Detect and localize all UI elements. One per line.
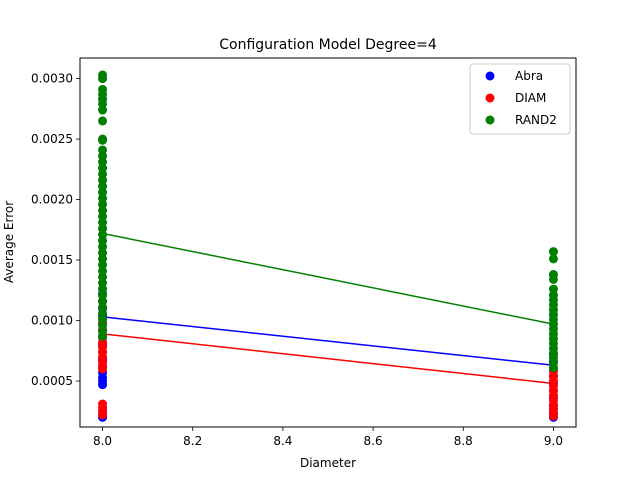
data-point-rand2-58 xyxy=(548,284,558,294)
x-tick-label: 8.8 xyxy=(454,434,473,448)
data-point-rand2-39 xyxy=(98,84,108,94)
data-point-rand2-62 xyxy=(548,247,558,257)
fit-line-diam xyxy=(102,333,554,385)
x-tick-label: 9.0 xyxy=(544,434,563,448)
legend-label-abra: Abra xyxy=(515,69,543,83)
legend-marker-rand2 xyxy=(485,115,495,125)
x-tick-label: 8.0 xyxy=(93,434,112,448)
x-tick-label: 8.6 xyxy=(364,434,383,448)
legend-marker-abra xyxy=(485,71,495,81)
data-point-rand2-31 xyxy=(98,145,108,155)
chart-title: Configuration Model Degree=4 xyxy=(219,37,437,53)
data-point-rand2-34 xyxy=(98,116,108,126)
y-tick-label: 0.0005 xyxy=(31,374,73,388)
y-tick-label: 0.0030 xyxy=(31,72,73,86)
x-axis: 8.0 8.2 8.4 8.6 8.8 9.0 xyxy=(93,427,563,448)
x-tick-label: 8.4 xyxy=(273,434,292,448)
x-tick-label: 8.2 xyxy=(183,434,202,448)
data-point-rand2-41 xyxy=(98,70,108,80)
legend-marker-diam xyxy=(485,93,495,103)
data-point-rand2-33 xyxy=(98,134,108,144)
legend-label-rand2: RAND2 xyxy=(515,113,557,127)
y-tick-label: 0.0010 xyxy=(31,314,73,328)
data-point-diam-3 xyxy=(98,399,108,409)
y-axis: 0.0005 0.0010 0.0015 0.0020 0.0025 0.0030 xyxy=(31,72,80,388)
axes-frame xyxy=(79,57,577,428)
fit-line-abra xyxy=(102,316,554,367)
data-points xyxy=(98,70,558,422)
data-point-rand2-60 xyxy=(548,270,558,280)
y-tick-label: 0.0025 xyxy=(31,132,73,146)
legend: Abra DIAM RAND2 xyxy=(469,63,571,135)
y-axis-label: Average Error xyxy=(2,201,16,283)
fit-lines xyxy=(102,232,554,385)
x-axis-label: Diameter xyxy=(300,456,356,470)
fit-line-rand2 xyxy=(102,232,554,325)
y-tick-label: 0.0015 xyxy=(31,253,73,267)
legend-label-diam: DIAM xyxy=(515,91,546,105)
y-tick-label: 0.0020 xyxy=(31,193,73,207)
legend-box xyxy=(469,63,571,135)
data-point-rand2-61 xyxy=(548,254,558,264)
